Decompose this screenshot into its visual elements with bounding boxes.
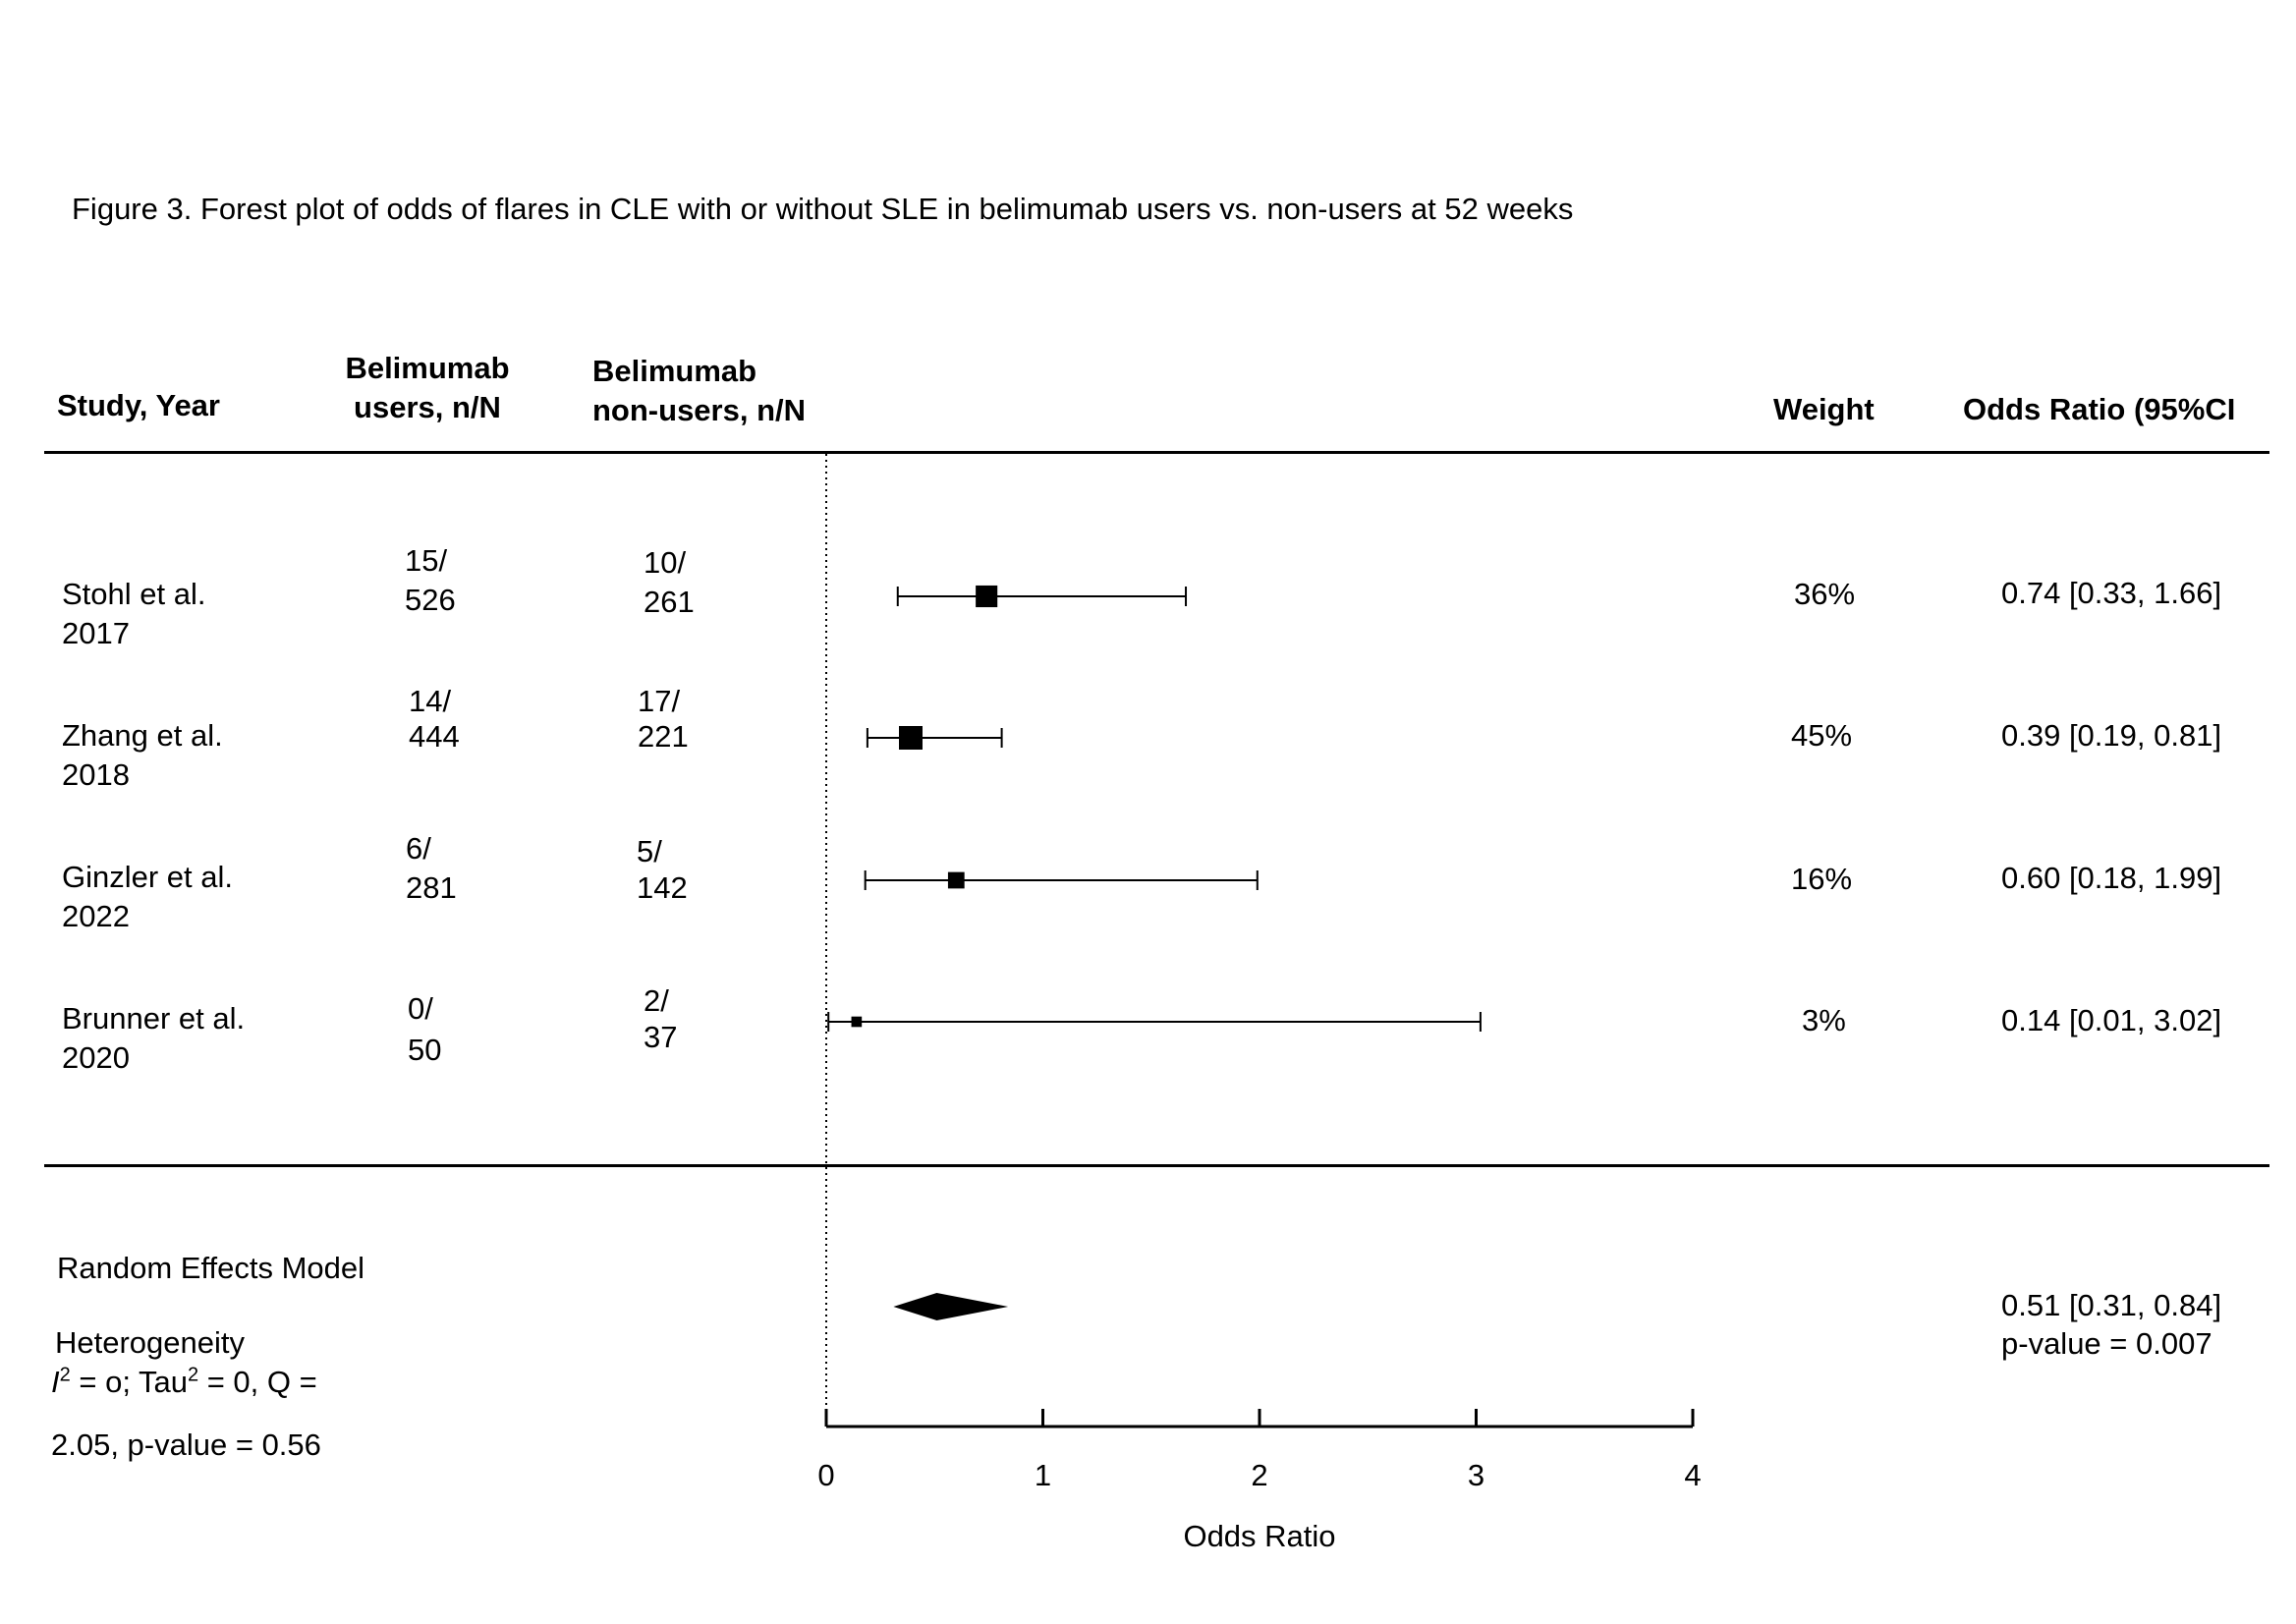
header-odds-ratio: Odds Ratio (95%CI [1963,392,2236,426]
study-weight: 3% [1802,1003,1846,1037]
nonusers-count: 10/ 261 [644,543,695,622]
x-tick-label: 4 [1684,1458,1701,1492]
nonusers-total: 142 [637,870,688,905]
study-weight: 45% [1791,718,1853,753]
study-ci-text: 0.14 [0.01, 3.02] [2001,1003,2222,1037]
summary-label: Random Effects Model [57,1251,365,1285]
users-events: 14/ [409,684,452,718]
header-nonusers: Belimumab non-users, n/N [592,352,806,431]
header-study: Study, Year [57,388,220,422]
users-total: 50 [408,1033,442,1067]
study-label: Ginzler et al. 2022 [62,858,233,936]
study-ci-text: 0.60 [0.18, 1.99] [2001,861,2222,895]
nonusers-total: 261 [644,585,695,619]
i2-superscript: 2 [59,1364,71,1386]
study-name: Zhang et al. [62,718,223,753]
users-count: 14/ 444 [409,684,460,755]
nonusers-count: 2/ 37 [644,982,677,1055]
nonusers-total: 221 [638,719,689,754]
users-count: 0/ 50 [408,988,441,1071]
nonusers-total: 37 [644,1020,678,1054]
x-tick-label: 2 [1251,1458,1267,1492]
users-total: 526 [405,583,456,617]
study-weight: 36% [1794,577,1856,611]
summary-divider [44,1164,2269,1167]
study-year: 2020 [62,1040,130,1075]
study-ci-text: 0.74 [0.33, 1.66] [2001,576,2222,610]
nonusers-count: 17/ 221 [638,684,689,755]
x-tick-label: 1 [1035,1458,1051,1492]
heterogeneity-stats: I2 = o; Tau2 = 0, Q = [51,1364,317,1400]
tau-superscript: 2 [187,1364,199,1386]
nonusers-events: 2/ [644,983,669,1018]
het-text-a: = o; Tau [70,1365,188,1399]
nonusers-count: 5/ 142 [637,833,688,906]
nonusers-events: 10/ [644,545,687,580]
users-count: 6/ 281 [406,829,457,908]
het-text-b: = 0, Q = [198,1365,317,1399]
users-events: 0/ [408,991,433,1026]
summary-ci-text: 0.51 [0.31, 0.84] [2001,1288,2222,1322]
header-weight: Weight [1773,392,1875,426]
header-users-line1: Belimumab [345,351,510,385]
header-nonusers-line1: Belimumab [592,354,757,388]
study-name: Brunner et al. [62,1001,246,1036]
point-estimate [947,871,965,889]
point-estimate [976,585,998,608]
users-total: 281 [406,870,457,905]
study-year: 2017 [62,616,130,650]
heterogeneity-label: Heterogeneity [55,1325,246,1360]
header-users: Belimumab users, n/N [324,349,531,428]
users-events: 15/ [405,543,448,578]
summary-pvalue: p-value = 0.007 [2001,1326,2212,1361]
i2-symbol: I [51,1365,60,1399]
study-label: Brunner et al. 2020 [62,999,245,1078]
study-name: Stohl et al. [62,577,206,611]
users-events: 6/ [406,831,431,866]
study-label: Zhang et al. 2018 [62,716,223,795]
pooled-diamond [893,1293,1009,1320]
x-axis-label: Odds Ratio [1183,1519,1335,1553]
study-ci-text: 0.39 [0.19, 0.81] [2001,718,2222,753]
study-label: Stohl et al. 2017 [62,575,205,653]
header-users-line2: users, n/N [354,390,501,425]
users-total: 444 [409,719,460,754]
study-year: 2018 [62,757,130,792]
study-year: 2022 [62,899,130,933]
x-tick-label: 0 [817,1458,834,1492]
header-nonusers-line2: non-users, n/N [592,393,807,428]
study-weight: 16% [1791,862,1853,896]
study-name: Ginzler et al. [62,860,234,894]
users-count: 15/ 526 [405,541,456,620]
point-estimate [851,1016,863,1028]
point-estimate [898,726,923,750]
header-divider [44,451,2269,454]
heterogeneity-test: 2.05, p-value = 0.56 [51,1428,321,1462]
x-tick-label: 3 [1468,1458,1484,1492]
nonusers-events: 17/ [638,684,681,718]
figure-title: Figure 3. Forest plot of odds of flares … [72,192,1574,226]
nonusers-events: 5/ [637,834,662,868]
